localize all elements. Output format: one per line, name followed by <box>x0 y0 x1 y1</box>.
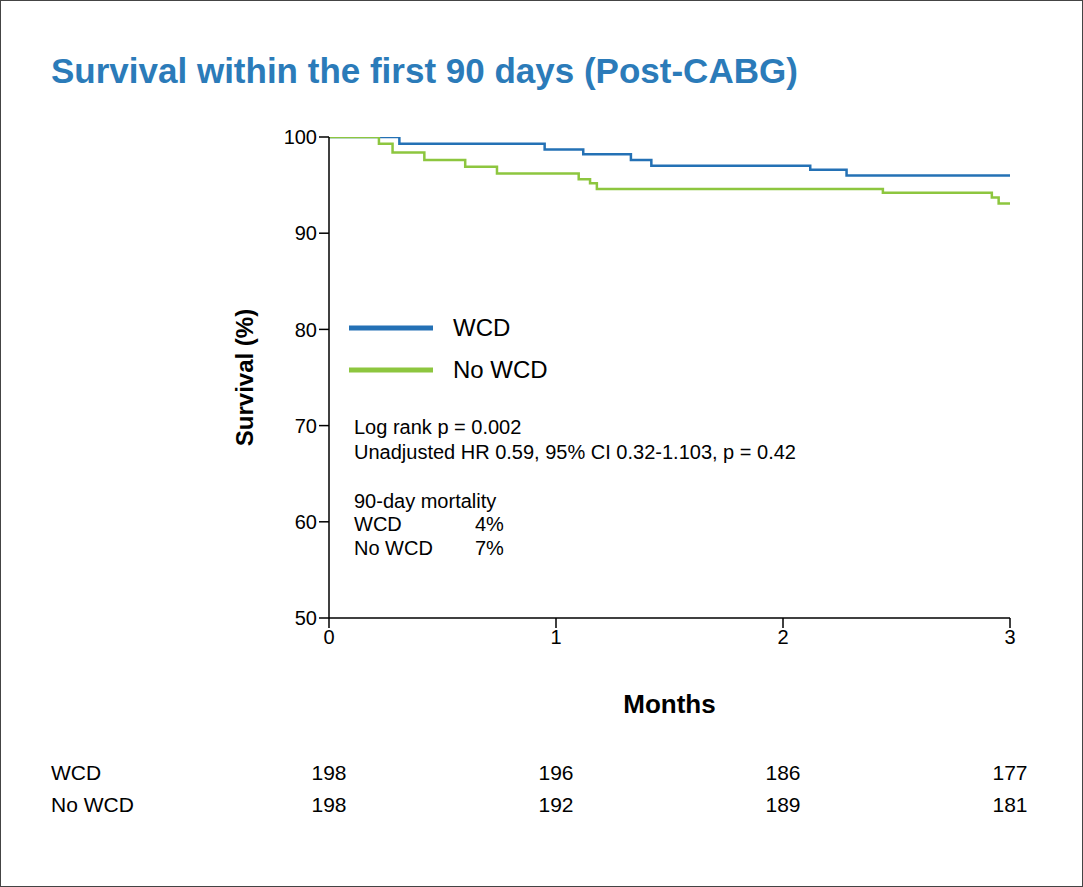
svg-text:189: 189 <box>765 793 800 816</box>
svg-text:196: 196 <box>538 761 573 784</box>
svg-text:Unadjusted HR 0.59, 95% CI 0.3: Unadjusted HR 0.59, 95% CI 0.32-1.103, p… <box>354 441 796 463</box>
svg-text:3: 3 <box>1004 626 1015 648</box>
svg-text:177: 177 <box>992 761 1027 784</box>
svg-text:7%: 7% <box>475 537 504 559</box>
svg-text:90: 90 <box>295 222 317 244</box>
svg-text:No WCD: No WCD <box>354 537 433 559</box>
svg-text:70: 70 <box>295 415 317 437</box>
svg-text:WCD: WCD <box>51 761 101 784</box>
svg-text:186: 186 <box>765 761 800 784</box>
svg-text:1: 1 <box>550 626 561 648</box>
svg-text:WCD: WCD <box>453 314 510 341</box>
svg-text:4%: 4% <box>475 513 504 535</box>
svg-text:80: 80 <box>295 319 317 341</box>
svg-text:Survival within the first 90 d: Survival within the first 90 days (Post-… <box>51 51 798 90</box>
svg-text:100: 100 <box>284 126 317 148</box>
svg-text:0: 0 <box>323 626 334 648</box>
svg-text:WCD: WCD <box>354 513 402 535</box>
svg-text:Log rank p = 0.002: Log rank p = 0.002 <box>354 416 521 438</box>
svg-text:No WCD: No WCD <box>453 356 548 383</box>
svg-text:60: 60 <box>295 511 317 533</box>
svg-text:2: 2 <box>777 626 788 648</box>
svg-text:No WCD: No WCD <box>51 793 134 816</box>
svg-text:198: 198 <box>311 793 346 816</box>
svg-text:181: 181 <box>992 793 1027 816</box>
svg-text:50: 50 <box>295 607 317 629</box>
svg-text:Months: Months <box>623 689 715 719</box>
svg-text:198: 198 <box>311 761 346 784</box>
svg-text:90-day mortality: 90-day mortality <box>354 490 496 512</box>
svg-text:Survival (%): Survival (%) <box>231 309 258 446</box>
svg-text:192: 192 <box>538 793 573 816</box>
